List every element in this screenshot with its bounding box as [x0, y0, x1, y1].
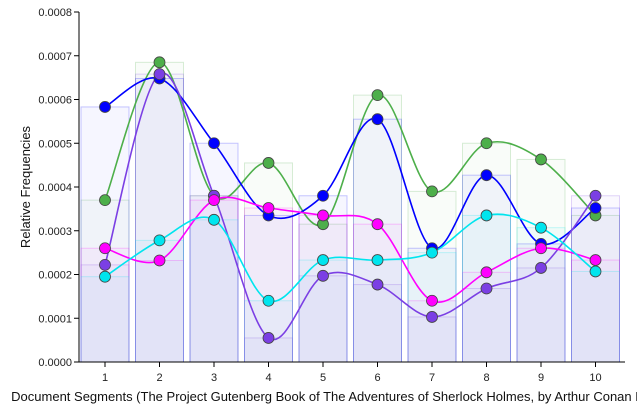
y-axis-title: Relative Frequencies [18, 125, 33, 248]
x-tick-label: 2 [156, 372, 162, 384]
data-point-series-3[interactable] [480, 282, 493, 295]
data-point-series-4[interactable] [480, 266, 493, 279]
x-tick-label: 8 [483, 372, 489, 384]
data-point-series-4[interactable] [371, 218, 384, 231]
x-tick-label: 9 [538, 372, 544, 384]
data-point-series-5[interactable] [480, 209, 493, 222]
data-point-series-2[interactable] [99, 101, 111, 113]
series-line-4 [104, 196, 596, 303]
data-point-series-3[interactable] [426, 311, 438, 323]
series-line-2 [104, 76, 596, 250]
x-tick-label: 6 [374, 372, 380, 384]
data-point-series-3[interactable] [99, 258, 111, 271]
data-point-series-3[interactable] [589, 189, 602, 202]
y-tick-label: 0.0006 [38, 95, 72, 107]
x-ticks: 1 2 3 4 5 6 7 8 9 10 [102, 362, 602, 384]
data-point-series-5[interactable] [262, 294, 275, 307]
data-point-series-2[interactable] [317, 189, 329, 202]
series-points [99, 56, 602, 344]
data-point-series-4[interactable] [426, 294, 438, 307]
data-point-series-3[interactable] [153, 68, 166, 81]
y-tick-label: 0.0002 [38, 270, 72, 282]
data-point-series-2[interactable] [480, 169, 493, 182]
data-point-series-1[interactable] [426, 185, 438, 198]
data-point-series-1[interactable] [262, 157, 275, 169]
data-point-series-3[interactable] [317, 269, 329, 282]
data-point-series-2[interactable] [589, 202, 602, 214]
y-tick-label: 0.0004 [38, 182, 72, 194]
background-bars [80, 61, 620, 363]
data-point-series-2[interactable] [208, 137, 220, 150]
background-bar [407, 252, 457, 363]
y-tick-label: 0.0003 [38, 226, 72, 238]
x-tick-label: 3 [211, 372, 217, 384]
background-bar [80, 276, 130, 363]
data-point-series-5[interactable] [317, 254, 329, 266]
x-tick-label: 5 [320, 372, 326, 384]
data-point-series-1[interactable] [535, 153, 547, 166]
y-tick-label: 0.0005 [38, 138, 72, 150]
data-point-series-5[interactable] [535, 221, 547, 234]
data-point-series-3[interactable] [535, 262, 547, 274]
background-bar [571, 270, 620, 363]
data-point-series-5[interactable] [371, 254, 384, 266]
data-point-series-4[interactable] [589, 254, 602, 266]
background-bar [353, 259, 402, 363]
data-point-series-3[interactable] [371, 278, 384, 291]
data-point-series-4[interactable] [262, 202, 275, 214]
data-point-series-4[interactable] [153, 254, 166, 267]
y-tick-label: 0.0001 [38, 313, 72, 325]
data-point-series-4[interactable] [208, 194, 220, 207]
x-tick-label: 4 [265, 372, 271, 384]
data-point-series-1[interactable] [371, 89, 384, 102]
y-ticks: 0.0000 0.0001 0.0002 0.0003 0.0004 0.0005 0.00… [38, 7, 79, 369]
data-point-series-5[interactable] [589, 265, 602, 278]
y-tick-label: 0.0008 [38, 7, 72, 19]
data-point-series-3[interactable] [262, 332, 275, 344]
x-tick-label: 7 [429, 372, 435, 384]
data-point-series-1[interactable] [153, 56, 166, 69]
data-point-series-2[interactable] [371, 113, 384, 126]
x-tick-label: 1 [102, 372, 108, 384]
data-point-series-5[interactable] [426, 246, 438, 259]
data-point-series-5[interactable] [153, 234, 166, 247]
data-point-series-1[interactable] [480, 137, 493, 150]
data-point-series-5[interactable] [99, 270, 111, 283]
data-point-series-5[interactable] [208, 213, 220, 226]
series-line-5 [104, 213, 597, 303]
y-tick-label: 0.0000 [38, 357, 72, 369]
data-point-series-4[interactable] [535, 242, 547, 255]
data-point-series-4[interactable] [99, 242, 111, 255]
x-axis-title: Document Segments (The Project Gutenberg… [11, 389, 637, 404]
y-tick-label: 0.0007 [38, 51, 72, 63]
x-tick-label: 10 [589, 372, 601, 384]
data-point-series-4[interactable] [317, 209, 329, 222]
data-point-series-1[interactable] [99, 194, 111, 207]
